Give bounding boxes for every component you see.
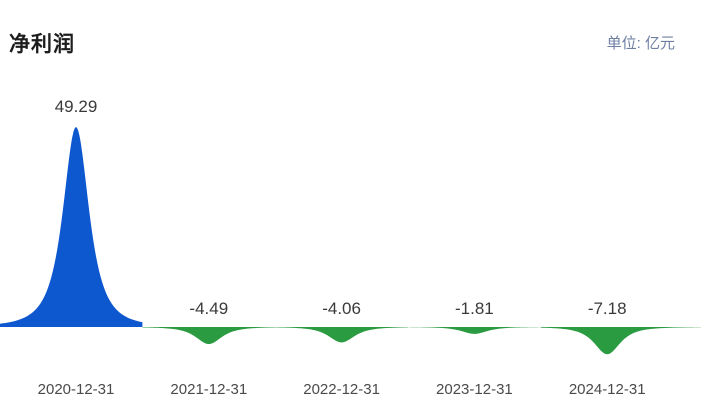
value-label: -4.06 (322, 299, 361, 318)
negative-peak-shape (275, 327, 408, 343)
x-axis-label: 2023-12-31 (436, 381, 513, 398)
negative-peak-shape (142, 327, 276, 345)
x-axis-label: 2022-12-31 (303, 381, 380, 398)
x-axis-label: 2021-12-31 (170, 381, 248, 398)
value-label: -4.49 (189, 299, 229, 318)
value-label: -7.18 (587, 299, 627, 318)
negative-peak-shape (540, 327, 701, 355)
negative-peak-shape (408, 327, 541, 334)
x-axis-label: 2024-12-31 (568, 381, 646, 398)
value-label: 49.29 (54, 96, 98, 116)
x-axis-label: 2020-12-31 (37, 381, 115, 398)
chart-title: 净利润 (9, 33, 75, 56)
positive-peak-shape (0, 127, 143, 327)
unit-label: 单位: 亿元 (606, 35, 675, 52)
value-label: -1.81 (455, 299, 494, 318)
